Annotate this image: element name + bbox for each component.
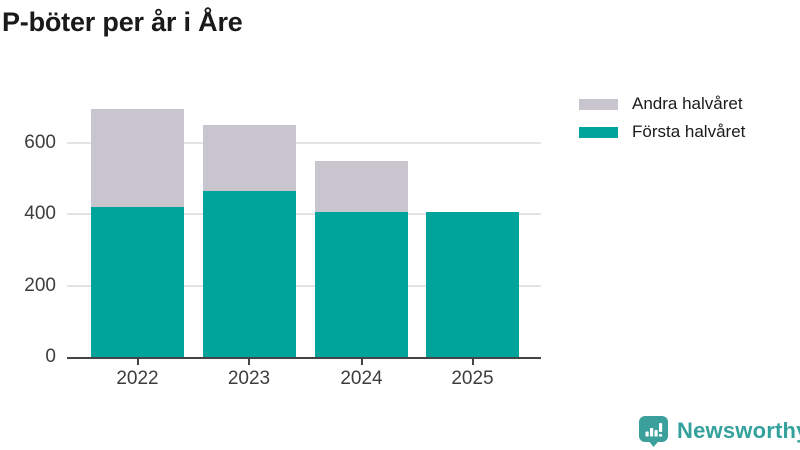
bar-segment-forsta-2022 xyxy=(91,207,184,357)
legend-item: Andra halvåret xyxy=(579,90,745,118)
x-axis-tick-label: 2022 xyxy=(116,368,159,389)
x-axis-tick-label: 2023 xyxy=(227,368,271,389)
x-axis-tick-label: 2025 xyxy=(451,368,494,389)
y-axis-tick-label: 600 xyxy=(24,131,56,153)
bar-segment-andra-2024 xyxy=(315,161,408,212)
x-axis-line xyxy=(67,357,541,359)
y-axis-tick-label: 200 xyxy=(24,274,56,296)
legend-swatch-icon xyxy=(579,98,618,110)
bar-segment-forsta-2025 xyxy=(426,212,519,357)
x-axis-tick xyxy=(360,359,363,365)
legend-label: Första halvåret xyxy=(632,122,746,141)
legend-item: Första halvåret xyxy=(579,118,745,146)
bar-segment-andra-2023 xyxy=(202,125,296,191)
newsworthy-logo: Newsworthy xyxy=(638,415,800,447)
bar-segment-forsta-2023 xyxy=(202,191,296,357)
legend-label: Andra halvåret xyxy=(632,94,743,113)
legend: Andra halvåret Första halvåret xyxy=(579,90,745,146)
gridline xyxy=(67,213,541,216)
x-axis-tick xyxy=(248,359,250,365)
x-axis-tick-label: 2024 xyxy=(340,368,383,389)
chart-title: P-böter per år i Åre xyxy=(2,7,243,37)
gridline xyxy=(67,141,541,144)
y-axis-tick-label: 400 xyxy=(24,203,56,225)
bar-segment-andra-2022 xyxy=(91,109,184,207)
gridline xyxy=(67,284,541,287)
bar-segment-forsta-2024 xyxy=(315,212,408,357)
newsworthy-chart-bubble-icon xyxy=(639,416,668,447)
x-axis-tick xyxy=(136,359,139,365)
x-axis-tick xyxy=(471,359,474,365)
legend-swatch-icon xyxy=(579,126,618,138)
y-axis-tick-label: 0 xyxy=(45,346,56,367)
newsworthy-wordmark: Newsworthy xyxy=(677,418,800,443)
